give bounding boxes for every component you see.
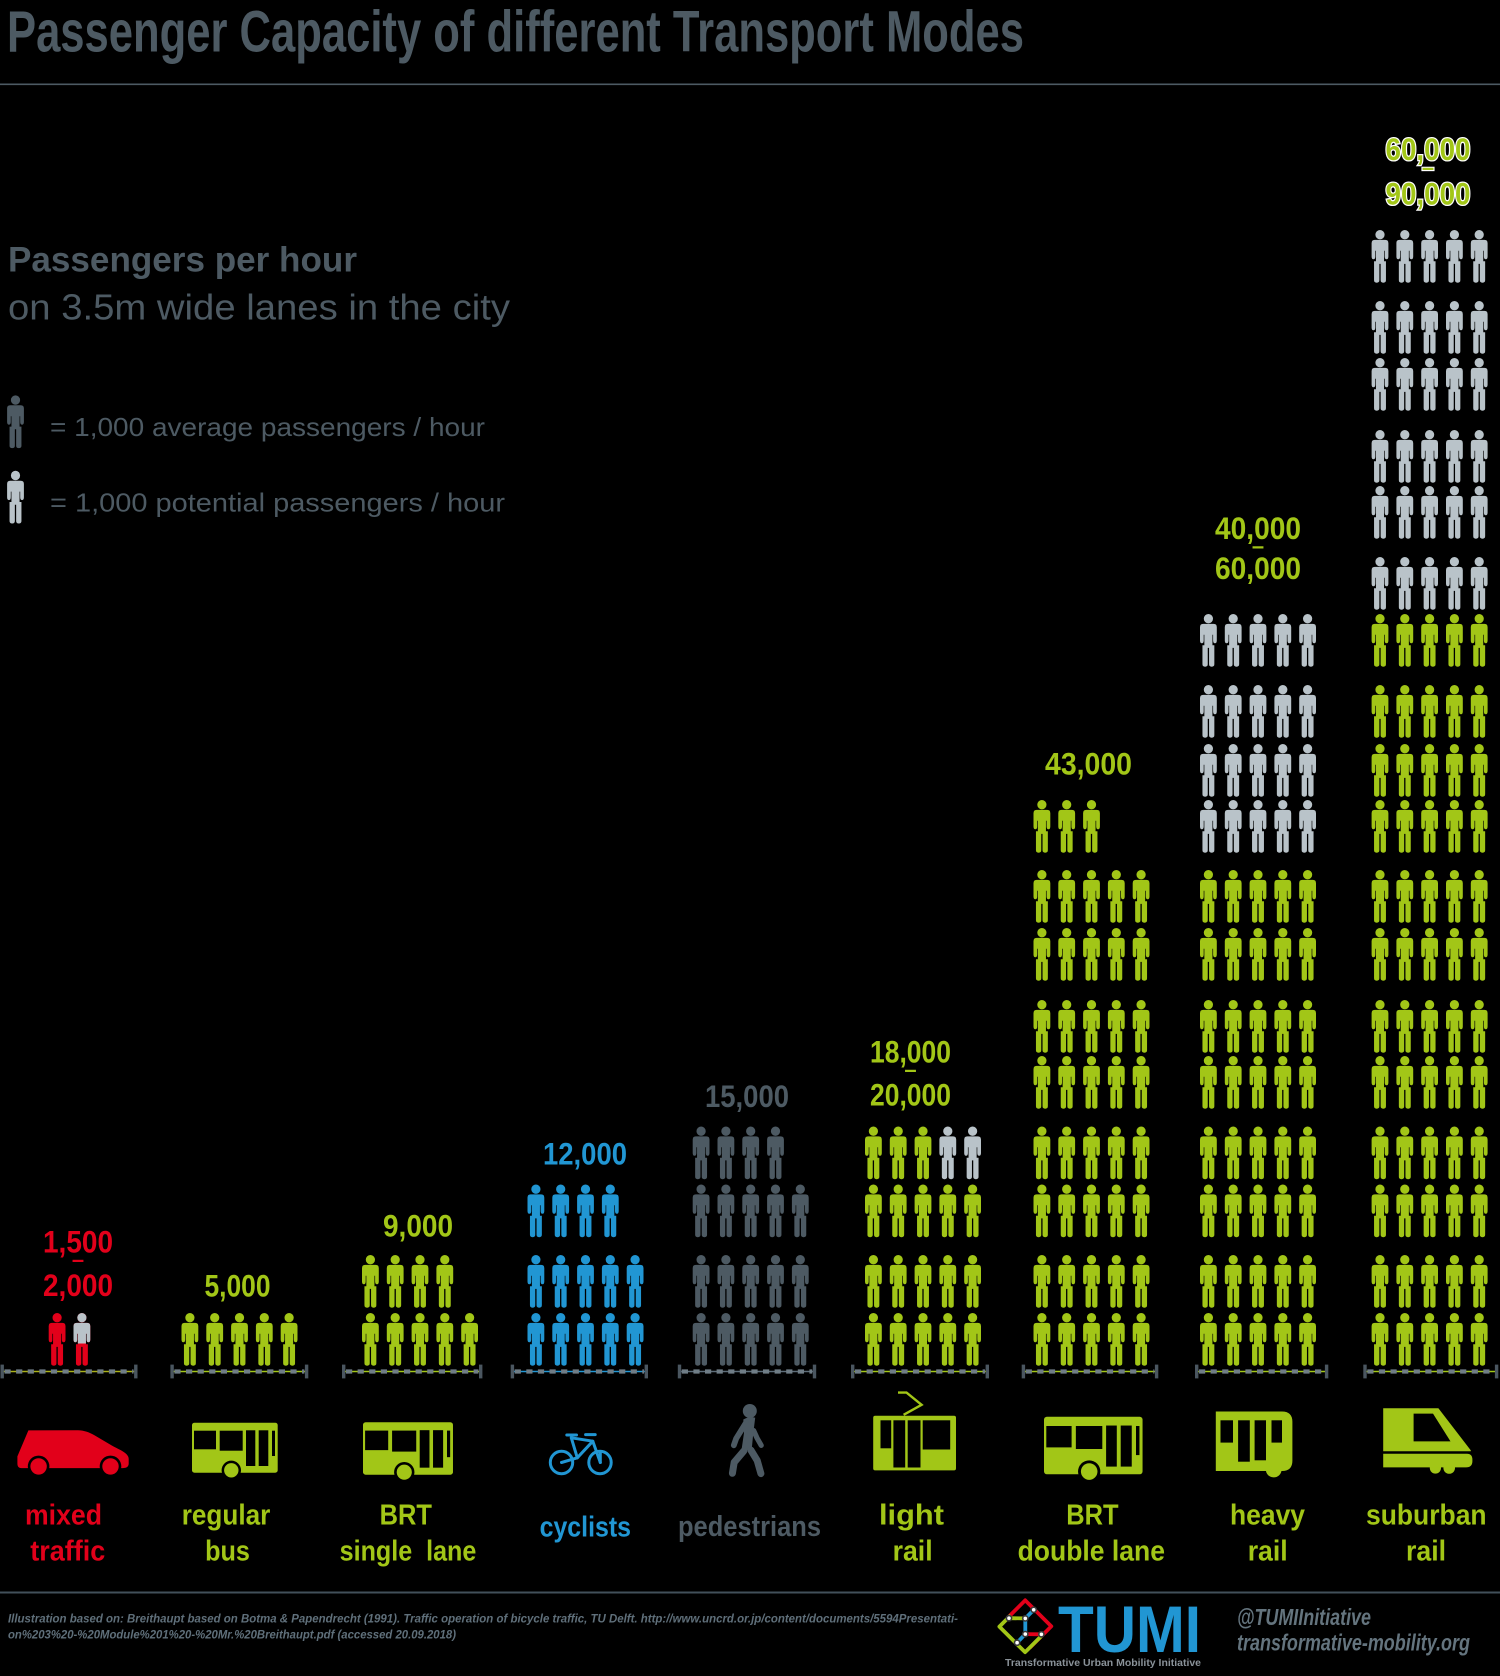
svg-text:9,000: 9,000 [383, 1208, 453, 1244]
svg-text:5,000: 5,000 [205, 1268, 271, 1304]
svg-text:Transformative Urban Mobility: Transformative Urban Mobility Initiative [1005, 1657, 1201, 1669]
svg-text:20,000: 20,000 [870, 1077, 951, 1113]
svg-text:cyclists: cyclists [540, 1512, 631, 1544]
svg-text:BRT: BRT [1066, 1500, 1119, 1532]
svg-text:Passengers per hour: Passengers per hour [8, 240, 357, 280]
svg-text:90,000: 90,000 [1386, 176, 1471, 212]
svg-text:rail: rail [1248, 1536, 1288, 1568]
svg-text:heavy: heavy [1230, 1500, 1305, 1532]
svg-text:rail: rail [893, 1536, 933, 1568]
svg-text:–: – [1422, 155, 1434, 180]
svg-text:suburban: suburban [1366, 1500, 1487, 1532]
svg-text:light: light [879, 1500, 944, 1532]
svg-text:bus: bus [205, 1536, 250, 1568]
svg-text:@TUMIInitiative: @TUMIInitiative [1237, 1604, 1371, 1630]
svg-text:regular: regular [182, 1500, 271, 1532]
svg-text:–: – [1252, 534, 1264, 559]
svg-text:on 3.5m wide lanes in the city: on 3.5m wide lanes in the city [8, 287, 510, 328]
svg-text:= 1,000 potential passengers /: = 1,000 potential passengers / hour [50, 488, 505, 518]
svg-text:1,500: 1,500 [43, 1224, 113, 1260]
svg-text:15,000: 15,000 [705, 1078, 789, 1114]
svg-text:rail: rail [1406, 1536, 1446, 1568]
svg-text:60,000: 60,000 [1386, 131, 1471, 167]
svg-text:Illustration based on: Breitha: Illustration based on: Breithaupt based … [8, 1614, 958, 1626]
svg-text:60,000: 60,000 [1215, 550, 1301, 586]
svg-text:mixed: mixed [25, 1500, 102, 1532]
svg-text:BRT: BRT [380, 1500, 433, 1532]
svg-text:transformative-mobility.org: transformative-mobility.org [1237, 1630, 1470, 1656]
svg-text:18,000: 18,000 [870, 1034, 951, 1070]
svg-text:single lane: single lane [340, 1536, 477, 1568]
svg-text:= 1,000 average passengers / h: = 1,000 average passengers / hour [50, 412, 485, 442]
svg-text:on%203%20-%20Module%201%20-%20: on%203%20-%20Module%201%20-%20Mr.%20Brei… [8, 1630, 456, 1642]
svg-text:12,000: 12,000 [543, 1136, 627, 1172]
svg-text:double lane: double lane [1018, 1536, 1165, 1568]
svg-text:TUMI: TUMI [1058, 1592, 1201, 1666]
svg-text:43,000: 43,000 [1045, 746, 1132, 782]
svg-text:2,000: 2,000 [43, 1267, 113, 1303]
svg-text:40,000: 40,000 [1215, 510, 1301, 546]
svg-text:–: – [72, 1247, 84, 1272]
svg-text:traffic: traffic [30, 1536, 105, 1568]
svg-text:–: – [904, 1057, 916, 1082]
svg-text:Passenger Capacity of differen: Passenger Capacity of different Transpor… [7, 0, 1024, 65]
svg-text:pedestrians: pedestrians [678, 1511, 821, 1543]
